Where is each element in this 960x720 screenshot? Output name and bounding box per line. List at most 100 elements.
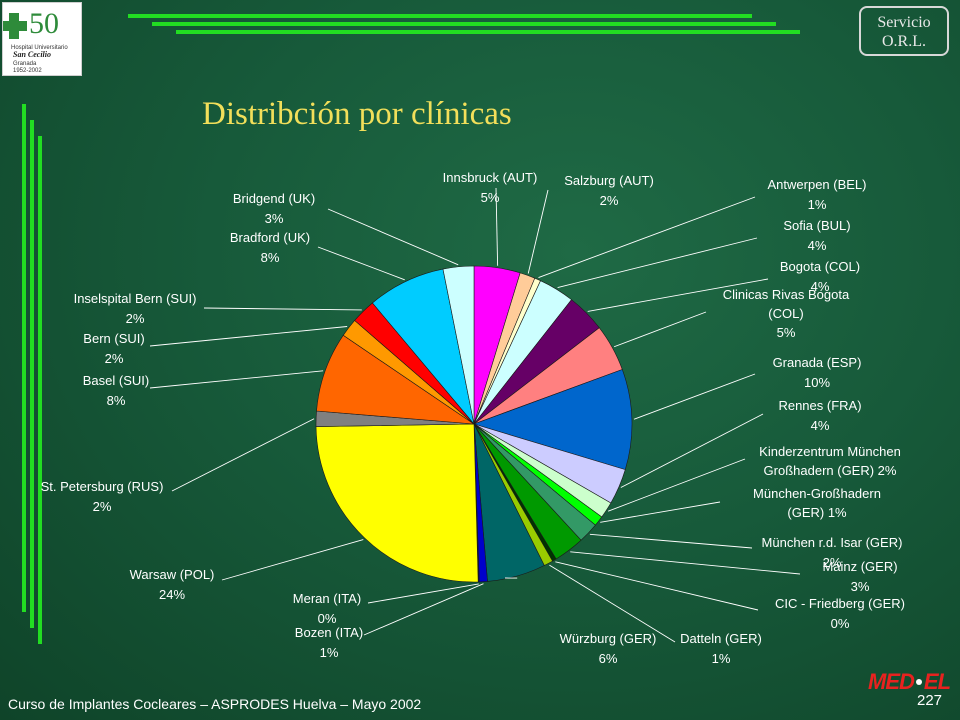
slice-label: Inselspital Bern (SUI) (74, 291, 197, 306)
pie-slice (315, 423, 479, 583)
leader-line (555, 561, 759, 611)
slice-label: Meran (ITA) (293, 591, 361, 606)
slice-labels: Innsbruck (AUT) 5% Salzburg (AUT) 2% Antwerp… (41, 170, 905, 666)
slice-percent: 1% (712, 651, 731, 666)
slice-label: Bozen (ITA) (295, 625, 363, 640)
service-line-2: O.R.L. (882, 33, 926, 50)
slice-percent: 8% (107, 393, 126, 408)
slice-percent: 1% (320, 645, 339, 660)
leader-line (633, 373, 756, 420)
leader-line (557, 237, 758, 289)
leader-line (203, 307, 362, 311)
slice-percent: 2% (93, 499, 112, 514)
decor-line-top-1 (128, 14, 752, 18)
footer-course-text: Curso de Implantes Cocleares – ASPRODES … (8, 696, 422, 712)
slice-percent: 1% (808, 197, 827, 212)
leader-line (317, 246, 405, 281)
slice-label: (COL) (768, 306, 803, 321)
leader-line (600, 501, 721, 523)
brand-right: EL (923, 669, 951, 694)
slice-percent: 2% (600, 193, 619, 208)
slice-percent: 4% (808, 238, 827, 253)
slice-percent: 0% (831, 616, 850, 631)
slice-label: Innsbruck (AUT) (443, 170, 538, 185)
brand-left: MED (868, 669, 915, 694)
leader-line (549, 564, 676, 643)
page-number: 227 (917, 692, 943, 709)
slice-label: Kinderzentrum München (759, 444, 901, 459)
logo-text-2: San Cecilio (13, 50, 51, 59)
slice-label: Basel (SUI) (83, 373, 149, 388)
leader-line (527, 189, 549, 274)
leader-line (620, 413, 764, 488)
hospital-logo: 50 Hospital Universitario San Cecilio Gr… (1, 2, 82, 76)
leader-line (149, 326, 348, 347)
slice-label: Bridgend (UK) (233, 191, 315, 206)
slice-label: (GER) 1% (787, 505, 847, 520)
decor-line-top-3 (176, 30, 800, 34)
slice-percent: 2% (126, 311, 145, 326)
slice-label: Rennes (FRA) (778, 398, 861, 413)
pie-slices (315, 265, 633, 583)
leader-line (327, 208, 459, 266)
slice-label: Bogota (COL) (780, 259, 860, 274)
service-badge: Servicio O.R.L. (859, 6, 949, 56)
slice-label: Großhadern (GER) 2% (764, 463, 897, 478)
logo-text-3: Granada (13, 61, 37, 67)
brand-logo: MED EL (868, 669, 951, 695)
slice-percent: 3% (851, 579, 870, 594)
leader-line (149, 370, 324, 389)
leader-line (538, 196, 756, 278)
slice-label: Würzburg (GER) (560, 631, 657, 646)
slice-label: Bradford (UK) (230, 230, 310, 245)
leader-lines (149, 187, 801, 643)
slice-percent: 5% (777, 325, 796, 340)
slice-label: Salzburg (AUT) (564, 173, 654, 188)
leader-line (367, 583, 479, 604)
leader-line (495, 187, 499, 266)
slice-label: Mainz (GER) (822, 559, 897, 574)
slice-label: Datteln (GER) (680, 631, 762, 646)
slice-percent: 5% (481, 190, 500, 205)
chart-title: Distribción por clínicas (202, 96, 512, 132)
leader-line (221, 539, 364, 581)
hospital-logo-graphic: 50 Hospital Universitario San Cecilio Gr… (1, 7, 68, 74)
slice-label: CIC - Friedberg (GER) (775, 596, 905, 611)
brand-dot (915, 679, 922, 685)
slice-label: Clinicas Rivas Bogota (723, 287, 850, 302)
decor-line-left-1 (22, 104, 26, 612)
logo-text-1: Hospital Universitario (11, 45, 68, 51)
slice-label: Warsaw (POL) (130, 567, 215, 582)
slice-percent: 6% (599, 651, 618, 666)
logo-number: 50 (29, 7, 59, 40)
leader-line (589, 533, 753, 549)
slice-label: München r.d. Isar (GER) (762, 535, 903, 550)
logo-text-4: 1952-2002 (13, 68, 42, 74)
slice-label: St. Petersburg (RUS) (41, 479, 164, 494)
decor-line-top-2 (152, 22, 776, 26)
decor-line-left-2 (30, 120, 34, 628)
pie-slice (442, 265, 475, 425)
slice-percent: 24% (159, 587, 185, 602)
leader-line (570, 551, 801, 575)
leader-line (607, 458, 746, 512)
slice-percent: 4% (811, 279, 830, 294)
decor-line-left-3 (38, 136, 42, 644)
slice-percent: 4% (811, 418, 830, 433)
slice-label: Antwerpen (BEL) (768, 177, 867, 192)
leader-line (613, 311, 707, 348)
leader-line (363, 583, 484, 636)
slice-label: Bern (SUI) (83, 331, 144, 346)
leader-line (171, 418, 315, 492)
slice-percent: 2% (105, 351, 124, 366)
slice-label: München-Großhadern (753, 486, 881, 501)
slice-label: Sofia (BUL) (783, 218, 850, 233)
slice-percent: 3% (265, 211, 284, 226)
slice-percent: 10% (804, 375, 830, 390)
slice-percent: 0% (318, 611, 337, 626)
slice-percent: 8% (261, 250, 280, 265)
pie-slice (473, 369, 633, 471)
slice-label: Granada (ESP) (773, 355, 862, 370)
leader-line (587, 278, 769, 312)
